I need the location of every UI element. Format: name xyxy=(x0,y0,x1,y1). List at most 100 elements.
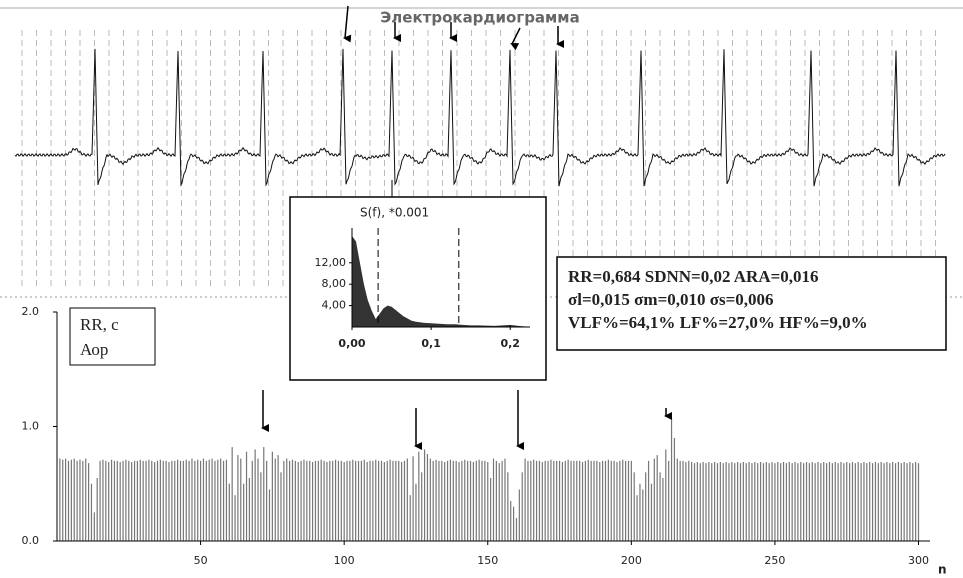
rr-bar xyxy=(602,460,604,541)
rr-bar xyxy=(774,463,776,541)
rr-bar xyxy=(85,458,87,541)
rr-bar xyxy=(303,459,305,541)
rr-bar xyxy=(900,463,902,541)
rr-bar xyxy=(334,459,337,541)
rr-bar xyxy=(317,460,319,541)
rr-bar xyxy=(708,461,710,541)
rr-bar xyxy=(788,461,790,541)
rr-bar xyxy=(329,460,331,541)
annotation: Аор xyxy=(80,340,108,359)
rr-bar xyxy=(688,460,690,541)
rr-bar xyxy=(205,460,207,541)
rr-bar xyxy=(590,460,592,541)
rr-bar xyxy=(504,458,506,541)
x-tick-label: 0,1 xyxy=(421,337,441,350)
rr-bar xyxy=(782,461,785,541)
rr-bar xyxy=(553,460,555,541)
rr-bar xyxy=(579,460,581,541)
rr-bar xyxy=(243,483,245,541)
x-tick-label: 300 xyxy=(908,554,929,567)
rr-bar xyxy=(401,461,403,541)
rr-bar xyxy=(668,460,670,541)
rr-bar xyxy=(877,463,879,541)
rr-bar xyxy=(854,463,856,541)
rr-bar xyxy=(119,461,121,541)
rr-bar xyxy=(771,461,773,541)
rr-bar xyxy=(280,472,282,541)
rr-bar xyxy=(492,458,495,541)
rr-bar xyxy=(59,458,61,541)
rr-bar xyxy=(467,460,469,541)
rr-bar xyxy=(745,463,747,541)
rr-bar xyxy=(731,461,733,541)
rr-bar xyxy=(352,459,354,541)
rr-bar xyxy=(475,460,477,541)
rr-bar xyxy=(696,461,698,541)
rr-bar xyxy=(604,460,607,541)
rr-bar xyxy=(306,460,308,541)
spectrum-chart: 4,00 8,00 12,00 0,00 0,1 0,2 xyxy=(315,228,530,350)
rr-bar xyxy=(76,460,78,541)
rr-bar xyxy=(673,437,676,541)
rr-bar xyxy=(757,463,759,541)
rr-bar xyxy=(332,460,334,541)
rr-bar xyxy=(791,463,793,541)
rr-bar xyxy=(481,460,483,541)
rr-bar xyxy=(458,461,460,541)
rr-bar xyxy=(432,460,434,541)
rr-bar xyxy=(162,460,164,541)
rr-bar xyxy=(455,460,457,541)
rr-bar xyxy=(527,460,529,541)
rr-bar xyxy=(587,459,589,541)
rr-bar xyxy=(894,463,897,541)
rr-bar xyxy=(915,461,917,541)
rr-bar xyxy=(182,460,184,541)
rr-bar xyxy=(357,460,360,541)
y-tick-label: 12,00 xyxy=(315,256,347,269)
rr-bar xyxy=(309,460,311,541)
rr-bar xyxy=(421,472,423,541)
rr-bar xyxy=(742,461,744,541)
rr-bar xyxy=(495,460,497,541)
rr-bar xyxy=(283,460,285,541)
rr-bar xyxy=(320,459,322,541)
rr-bar xyxy=(435,459,437,541)
rr-bar xyxy=(550,459,552,541)
rr-bar xyxy=(174,460,176,541)
rr-bar xyxy=(472,461,474,541)
rr-bar xyxy=(257,458,259,541)
legend-entry: RR, c xyxy=(80,315,119,334)
rr-bar xyxy=(380,460,383,541)
rr-bar xyxy=(541,461,543,541)
rr-bar xyxy=(142,460,144,541)
rr-bar xyxy=(133,460,136,541)
rr-bar xyxy=(449,459,452,541)
rr-bar xyxy=(584,460,586,541)
rr-bar xyxy=(369,460,371,541)
rr-bar xyxy=(800,461,802,541)
rr-bar xyxy=(415,483,417,541)
rr-bar xyxy=(311,461,314,541)
rr-bar xyxy=(857,461,859,541)
rr-bar xyxy=(194,460,196,541)
rr-bar xyxy=(191,458,193,541)
rr-bar xyxy=(805,461,808,541)
rr-bar xyxy=(108,461,110,541)
rr-bar xyxy=(909,461,911,541)
rr-bar xyxy=(613,460,615,541)
rr-bar xyxy=(676,458,678,541)
rr-bar xyxy=(662,478,664,541)
rr-bar xyxy=(624,460,627,541)
rr-bar xyxy=(274,458,276,541)
rr-bar xyxy=(843,463,845,541)
rr-bar xyxy=(846,461,848,541)
rr-bar xyxy=(679,460,681,541)
rr-bar xyxy=(647,460,650,541)
rr-bar xyxy=(656,455,658,541)
stats-box xyxy=(556,256,947,351)
rr-bar xyxy=(372,460,374,541)
rr-bar xyxy=(630,460,632,541)
rr-bar xyxy=(271,451,273,541)
rr-bar xyxy=(248,478,251,541)
rr-bar xyxy=(79,459,81,541)
